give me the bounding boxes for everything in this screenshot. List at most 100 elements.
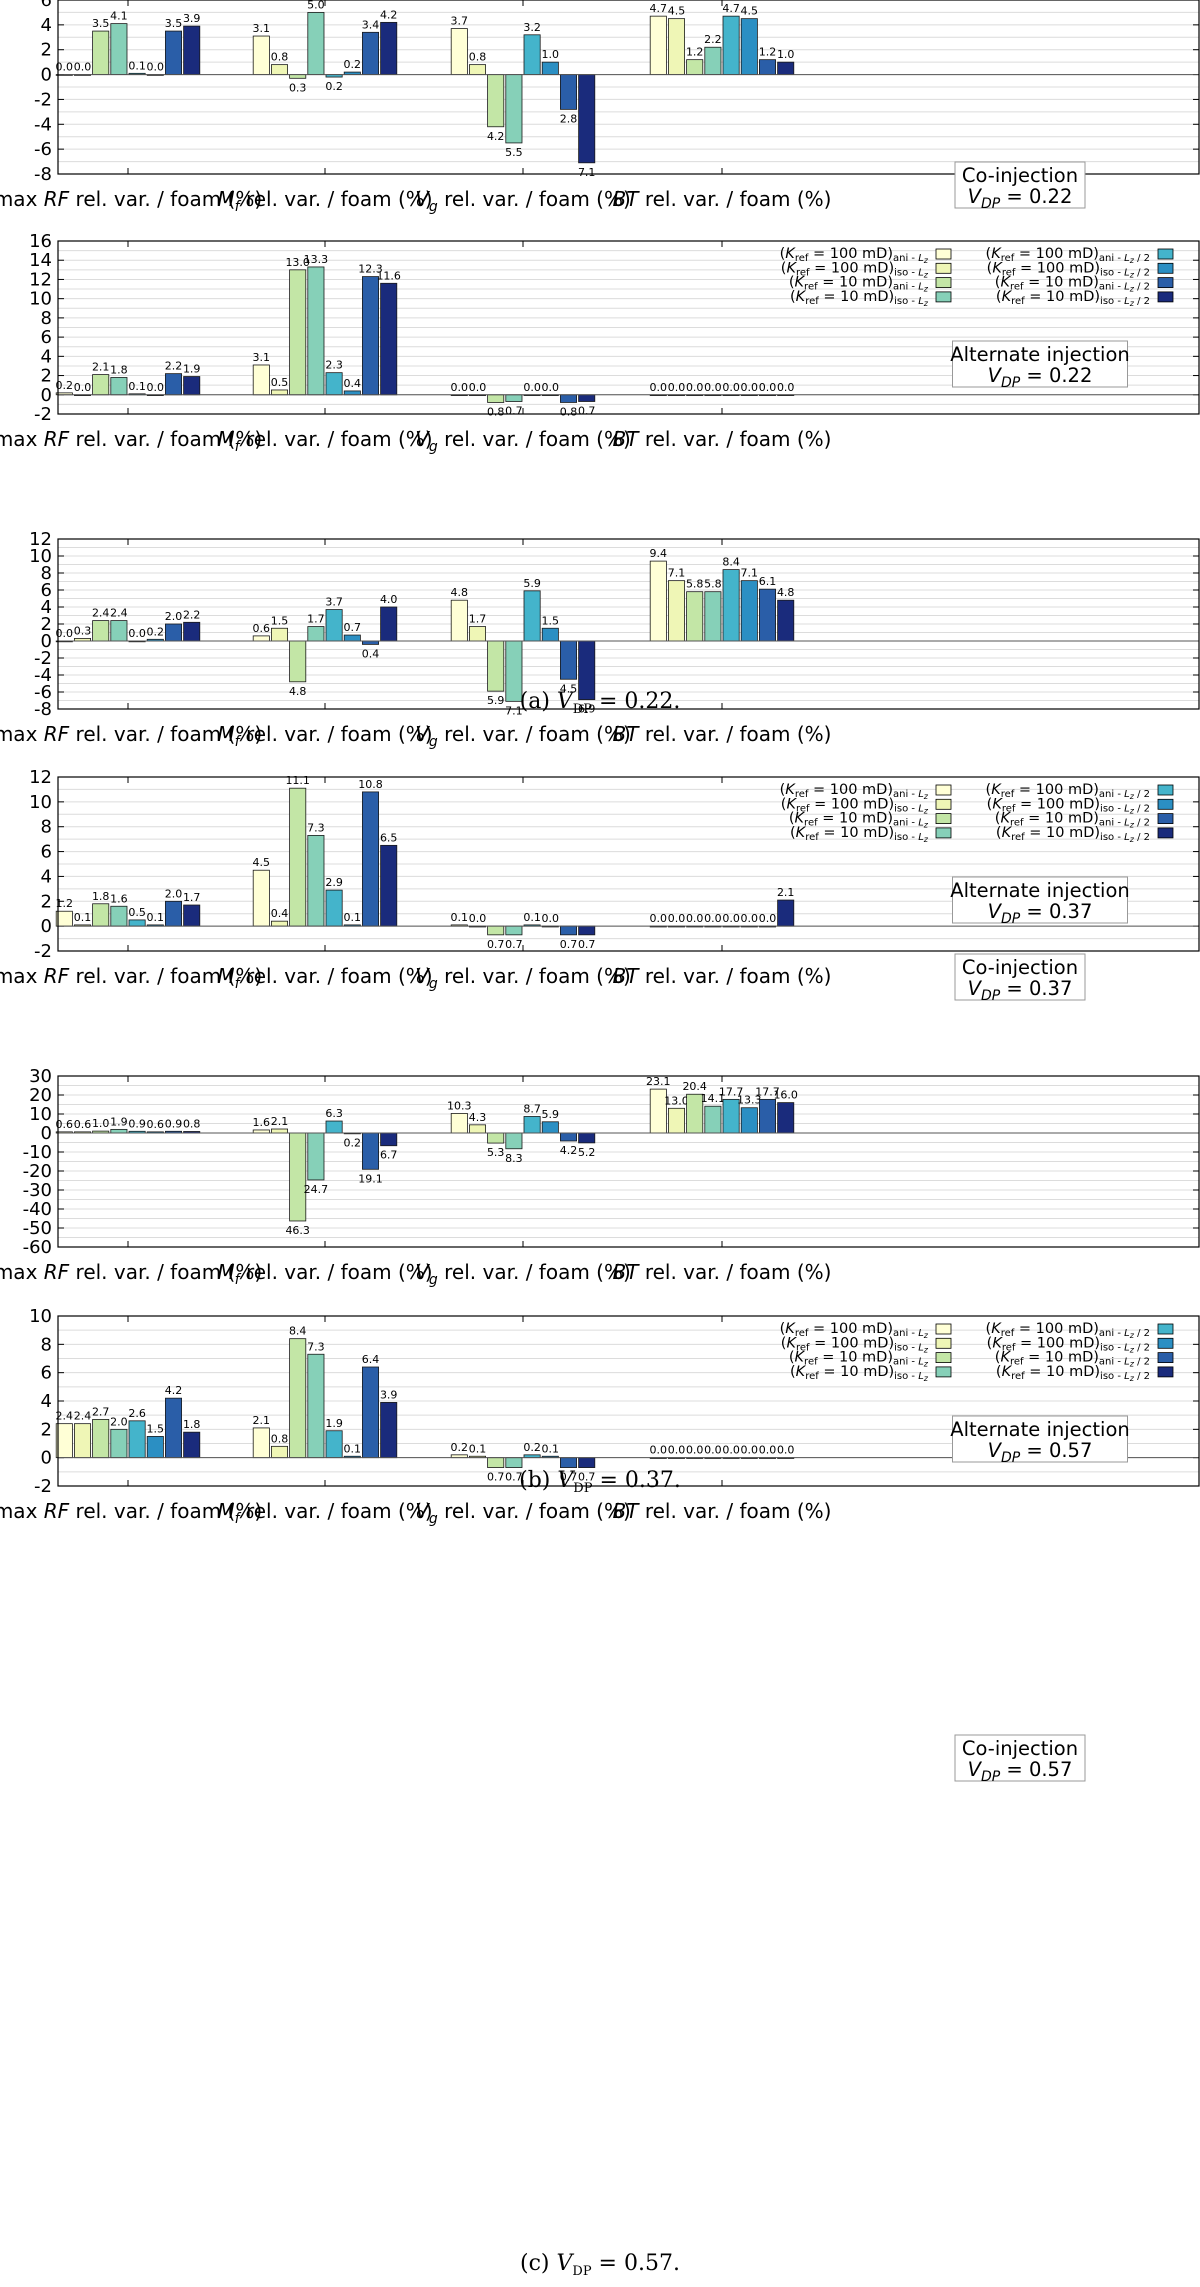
data-label: 1.6	[110, 892, 128, 905]
bar	[560, 640, 578, 680]
data-label: 11.1	[285, 774, 310, 787]
data-label: 14.1	[701, 1092, 726, 1105]
bar	[578, 1457, 596, 1468]
data-label: 0.8	[469, 51, 487, 64]
data-label: 6.3	[325, 1107, 343, 1120]
bar	[523, 34, 541, 75]
legend-swatch	[935, 1337, 952, 1349]
data-label: 3.4	[362, 18, 380, 31]
y-tick-label: -6	[34, 139, 52, 160]
data-label: 7.3	[307, 1340, 325, 1353]
bar	[487, 925, 505, 936]
bar	[777, 599, 795, 642]
y-tick-label: -30	[23, 1180, 52, 1201]
data-label: 0.6	[147, 1118, 165, 1131]
bar	[110, 620, 128, 642]
bar	[560, 394, 578, 403]
data-label: 4.8	[451, 586, 469, 599]
bar	[110, 905, 128, 927]
bar	[361, 640, 379, 645]
data-label: 19.1	[358, 1172, 383, 1185]
bar	[487, 1132, 505, 1144]
legend-entry: (Kref = 10 mD)iso - Lz / 2	[996, 825, 1150, 844]
bar	[164, 1397, 182, 1459]
y-tick-label: -50	[23, 1218, 52, 1239]
annotation-vdp: VDP = 0.57	[988, 1439, 1093, 1466]
data-label: 0.9	[128, 1117, 146, 1130]
category-label: Vg rel. var. / foam (%)	[415, 1260, 631, 1288]
y-tick-label: -10	[23, 1142, 52, 1163]
data-label: 1.2	[686, 46, 704, 59]
bar	[777, 899, 795, 927]
y-tick-label: 2	[41, 614, 52, 635]
bar	[487, 640, 505, 692]
bar	[704, 46, 722, 75]
data-label: 5.3	[487, 1146, 505, 1159]
data-label: 17.7	[719, 1085, 744, 1098]
data-label: 0.1	[128, 59, 146, 72]
bar	[759, 1098, 777, 1134]
legend-entry: (Kref = 100 mD)ani - Lz	[780, 246, 929, 265]
data-label: 7.1	[668, 567, 686, 580]
y-tick-label: -8	[34, 164, 52, 185]
subfigure-caption: (c) VDP = 0.57.	[520, 2251, 680, 2279]
bar	[289, 74, 307, 79]
data-label: 0.0	[668, 1444, 686, 1457]
bar	[110, 23, 128, 75]
bar	[505, 1132, 523, 1150]
bar	[74, 1423, 92, 1459]
data-label: 3.9	[380, 1388, 398, 1401]
y-tick-label: 0	[41, 916, 52, 937]
bar	[325, 609, 343, 642]
data-label: 2.1	[777, 886, 795, 899]
data-label: 1.7	[183, 891, 201, 904]
data-label: 11.6	[376, 269, 401, 282]
annotation-title: Co-injection	[962, 956, 1078, 979]
bar	[146, 1436, 164, 1459]
data-label: 4.5	[560, 682, 578, 695]
data-label: 2.2	[704, 33, 722, 46]
data-label: 0.3	[289, 81, 307, 94]
category-label: BT rel. var. / foam (%)	[613, 187, 832, 211]
bar	[289, 1338, 307, 1459]
data-label: 0.0	[128, 627, 146, 640]
data-label: 2.2	[183, 608, 201, 621]
y-tick-label: -4	[34, 665, 52, 686]
legend-entry: (Kref = 10 mD)ani - Lz / 2	[995, 811, 1150, 830]
bar	[777, 1102, 795, 1134]
y-tick-label: 10	[29, 1306, 52, 1327]
data-label: 1.0	[777, 48, 795, 61]
data-label: 0.7	[344, 621, 362, 634]
bar	[55, 910, 73, 927]
data-label: 0.0	[56, 627, 74, 640]
data-label: 1.0	[542, 48, 560, 61]
category-label: Vg rel. var. / foam (%)	[415, 722, 631, 750]
annotation-box	[954, 161, 1086, 209]
bar	[578, 1132, 596, 1144]
bar	[252, 635, 270, 642]
y-tick-label: 0	[41, 1448, 52, 1469]
data-label: 0.0	[704, 1444, 722, 1457]
data-label: 2.4	[56, 1410, 74, 1423]
annotation-title: Co-injection	[962, 1737, 1078, 1760]
bar	[560, 1457, 578, 1468]
data-label: 2.4	[92, 607, 110, 620]
legend-entry: (Kref = 10 mD)ani - Lz / 2	[995, 275, 1150, 294]
data-label: 0.0	[722, 381, 740, 394]
bar	[361, 31, 379, 75]
data-label: 16.0	[773, 1089, 798, 1102]
legend-swatch	[935, 1352, 952, 1363]
bar	[183, 904, 201, 927]
bar	[468, 626, 486, 642]
data-label: 3.2	[523, 21, 541, 34]
legend-swatch	[935, 798, 952, 810]
data-label: 0.0	[650, 912, 668, 925]
data-label: 1.2	[759, 46, 777, 59]
bar	[380, 606, 398, 642]
category-label: BT rel. var. / foam (%)	[613, 1260, 832, 1284]
data-label: 0.1	[523, 911, 541, 924]
category-label: Vg rel. var. / foam (%)	[415, 964, 631, 992]
category-label: Mf rel. var. / foam (%)	[217, 1499, 432, 1527]
bar	[468, 64, 486, 75]
